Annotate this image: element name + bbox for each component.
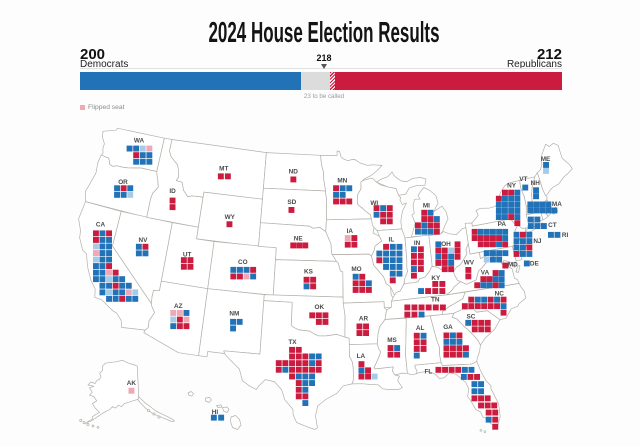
svg-text:AR: AR <box>359 315 369 322</box>
svg-text:ME: ME <box>541 156 551 163</box>
svg-text:DE: DE <box>530 260 540 267</box>
svg-text:OH: OH <box>441 241 451 248</box>
svg-text:SD: SD <box>287 199 296 206</box>
svg-text:NH: NH <box>531 180 541 187</box>
svg-text:FL: FL <box>424 368 432 375</box>
svg-text:KS: KS <box>304 268 314 275</box>
svg-text:OK: OK <box>315 304 325 311</box>
svg-text:NY: NY <box>507 182 517 189</box>
svg-text:AL: AL <box>416 325 425 332</box>
svg-text:CT: CT <box>548 222 557 229</box>
svg-text:NV: NV <box>139 237 149 244</box>
svg-text:IL: IL <box>389 237 395 244</box>
svg-text:NM: NM <box>229 310 239 317</box>
svg-text:PA: PA <box>498 221 507 228</box>
svg-text:HI: HI <box>212 409 219 416</box>
svg-text:AK: AK <box>127 380 137 387</box>
svg-text:GA: GA <box>443 324 453 331</box>
svg-text:OR: OR <box>118 179 128 186</box>
svg-text:TX: TX <box>288 339 297 346</box>
svg-text:MT: MT <box>219 166 228 173</box>
svg-text:NE: NE <box>294 236 304 243</box>
svg-text:AZ: AZ <box>174 303 183 310</box>
svg-text:UT: UT <box>183 251 192 258</box>
svg-text:VA: VA <box>481 270 490 277</box>
svg-text:MO: MO <box>351 266 361 273</box>
svg-text:ND: ND <box>289 169 299 176</box>
svg-text:VT: VT <box>519 176 527 183</box>
svg-text:MS: MS <box>387 337 397 344</box>
svg-text:MD: MD <box>508 262 518 269</box>
svg-text:WA: WA <box>134 137 145 144</box>
svg-text:RI: RI <box>562 232 569 239</box>
svg-text:TN: TN <box>431 297 440 304</box>
svg-text:MN: MN <box>337 178 347 185</box>
svg-text:IN: IN <box>414 240 421 247</box>
svg-text:NJ: NJ <box>533 238 542 245</box>
svg-text:SC: SC <box>466 314 475 321</box>
svg-text:CO: CO <box>238 259 248 266</box>
svg-text:MA: MA <box>552 201 562 208</box>
svg-text:CA: CA <box>96 221 106 228</box>
svg-text:IA: IA <box>347 228 354 235</box>
svg-text:WI: WI <box>370 200 378 207</box>
svg-text:WY: WY <box>225 214 236 221</box>
svg-text:NC: NC <box>495 291 505 298</box>
svg-text:ID: ID <box>169 188 176 195</box>
svg-text:WV: WV <box>464 260 475 267</box>
svg-text:MI: MI <box>423 202 430 209</box>
svg-text:KY: KY <box>431 275 441 282</box>
svg-text:LA: LA <box>357 353 366 360</box>
